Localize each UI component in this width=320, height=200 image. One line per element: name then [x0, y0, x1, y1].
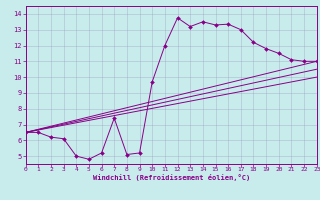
- X-axis label: Windchill (Refroidissement éolien,°C): Windchill (Refroidissement éolien,°C): [92, 174, 250, 181]
